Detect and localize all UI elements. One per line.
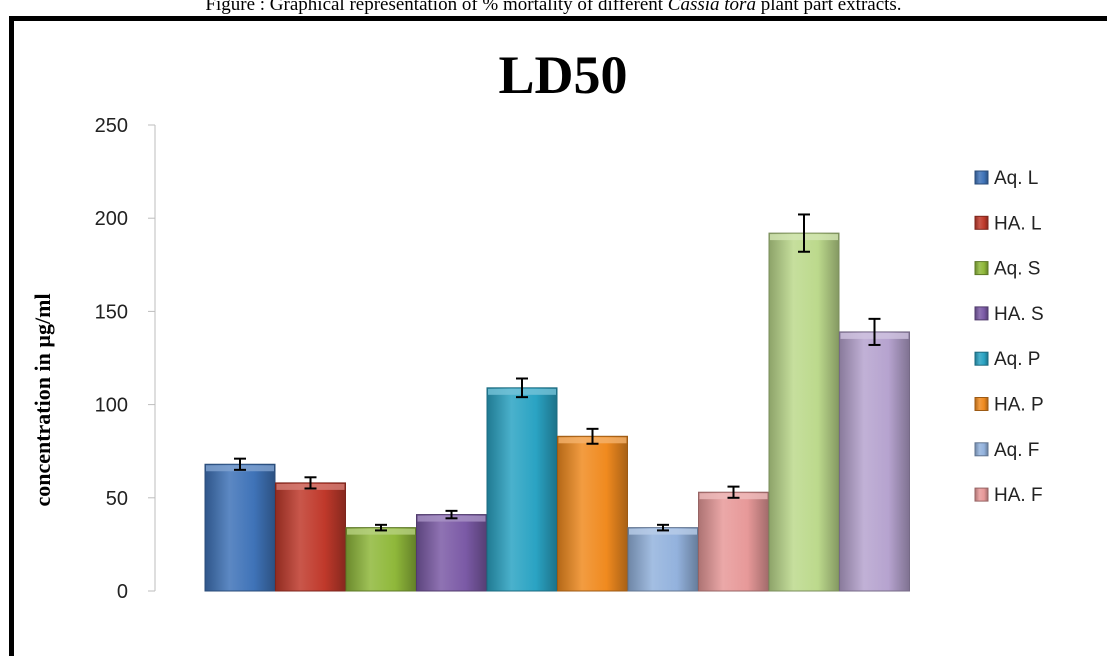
legend-swatch [974, 306, 989, 321]
bars [204, 213, 910, 592]
legend: Aq. L HA. L Aq. S HA. S Aq. P HA. P Aq. F HA. F [974, 168, 1044, 506]
bar-top-highlight [629, 528, 697, 535]
bar [768, 232, 840, 592]
error-bar [234, 457, 246, 471]
figure-caption: Figure : Graphical representation of % m… [0, 0, 1107, 16]
legend-swatch [974, 397, 989, 411]
legend-swatch [974, 215, 989, 230]
legend-label: HA. L [994, 213, 1042, 234]
chart-frame [9, 16, 1107, 656]
caption-suffix: plant part extracts. [755, 0, 902, 15]
y-tick-label: 100 [95, 395, 128, 417]
ld50-bar-chart: LD50 concentration in µg/ml 0 50 100 150 200… [30, 45, 1044, 603]
bar [698, 491, 769, 592]
legend-swatch [974, 487, 989, 502]
caption-species: Cassia tora [667, 0, 756, 15]
legend-swatch [974, 170, 989, 185]
legend-label: HA. S [994, 304, 1044, 325]
legend-label: Aq. L [994, 168, 1038, 189]
legend-label: Aq. S [994, 259, 1040, 280]
error-bar [868, 317, 881, 346]
error-bar [304, 476, 317, 490]
legend-label: HA. P [994, 395, 1044, 416]
error-bar [727, 485, 740, 499]
bar [839, 331, 910, 592]
chart-title: LD50 [498, 45, 627, 105]
y-tick-label: 150 [95, 301, 128, 323]
bar [557, 435, 628, 592]
y-tick-label: 50 [106, 488, 128, 510]
error-bar [657, 523, 669, 532]
caption-prefix: Figure : Graphical representation of % m… [205, 0, 668, 15]
error-bar [375, 523, 387, 532]
error-bar [445, 509, 458, 520]
y-tick-label: 250 [95, 115, 128, 137]
y-tick-label: 200 [95, 208, 128, 230]
bar [486, 387, 558, 592]
legend-label: HA. F [994, 485, 1043, 506]
bar [345, 527, 417, 592]
y-axis-label: concentration in µg/ml [30, 293, 55, 506]
error-bar [516, 377, 528, 399]
y-tick-label: 0 [117, 581, 128, 603]
error-bar [798, 213, 810, 253]
y-axis-ticks: 0 50 100 150 200 250 [95, 115, 155, 603]
error-bar [586, 427, 599, 445]
legend-swatch [974, 442, 989, 457]
bar [416, 514, 487, 592]
legend-swatch [974, 351, 989, 366]
bar-top-highlight [347, 528, 415, 535]
bar [275, 482, 346, 592]
legend-label: Aq. F [994, 440, 1039, 461]
legend-swatch [974, 261, 989, 276]
bar [627, 527, 699, 592]
legend-label: Aq. P [994, 349, 1040, 370]
bar [204, 463, 276, 592]
